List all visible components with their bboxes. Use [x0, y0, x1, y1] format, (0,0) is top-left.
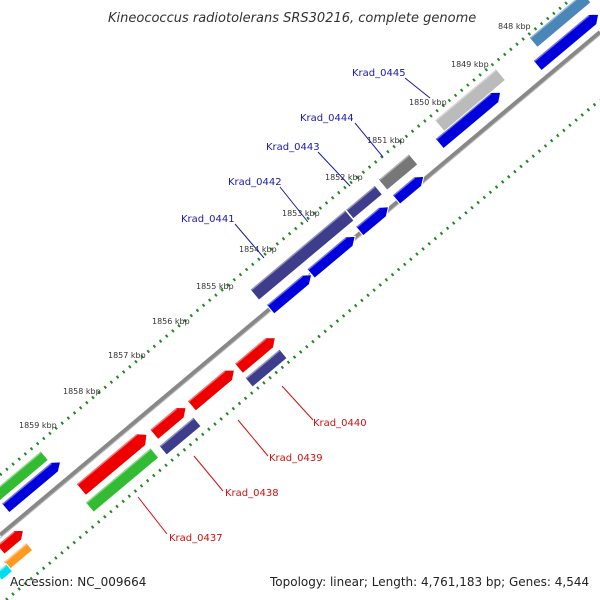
gene-krad-0439-highlight — [77, 433, 138, 485]
gene-krad-0445-highlight — [435, 92, 492, 140]
gene-krad-0442-highlight — [307, 236, 347, 270]
gene-krad-0442[interactable] — [306, 232, 359, 279]
gene-navy-long-highlight — [250, 210, 346, 291]
gene-left-orange-highlight — [4, 543, 27, 563]
gene-krad-0439[interactable] — [75, 429, 152, 497]
gene-grey[interactable] — [377, 153, 419, 191]
gene-features — [0, 0, 600, 582]
gene-navy-long[interactable] — [249, 209, 355, 301]
gene-left-blue-highlight — [2, 462, 52, 505]
gene-silver[interactable] — [433, 67, 507, 133]
gene-grey-highlight — [378, 154, 410, 181]
top-gene-labels: Krad_0445 Krad_0444 Krad_0443 Krad_0442 … — [181, 68, 431, 259]
gene-label-krad-0439[interactable]: Krad_0439 — [269, 453, 323, 464]
gene-left-green[interactable] — [0, 450, 50, 502]
gene-label-krad-0443[interactable]: Krad_0443 — [266, 142, 320, 153]
bottom-gene-labels: Krad_0440 Krad_0439 Krad_0438 Krad_0437 — [137, 385, 367, 544]
tick-label-1852: 1852 kbp — [325, 173, 363, 182]
gene-label-krad-0441[interactable]: Krad_0441 — [181, 214, 235, 225]
tick-label-1849: 1849 kbp — [451, 60, 489, 69]
gene-label-krad-0438[interactable]: Krad_0438 — [225, 488, 279, 499]
gene-krad-0441[interactable] — [265, 270, 315, 315]
gene-left-red-highlight — [0, 530, 15, 546]
tick-label-1858: 1858 kbp — [63, 387, 101, 396]
gene-red-2[interactable] — [186, 365, 238, 412]
gene-steel-highlight — [529, 0, 584, 39]
gene-red-1-highlight — [235, 337, 267, 365]
tick-label-1855: 1855 kbp — [196, 282, 234, 291]
gene-left-cyan-highlight — [0, 564, 7, 574]
outer-tick-ruler — [0, 0, 573, 477]
tick-label-848: 848 kbp — [498, 22, 531, 31]
genome-summary: Topology: linear; Length: 4,761,183 bp; … — [269, 575, 589, 589]
gene-krad-0444-highlight — [393, 176, 416, 196]
gene-krad-0437-highlight — [86, 448, 151, 504]
accession-label: Accession: NC_009664 — [10, 575, 146, 589]
gene-label-krad-0440[interactable]: Krad_0440 — [313, 418, 367, 429]
tick-label-1859: 1859 kbp — [19, 421, 57, 430]
gene-krad-0438[interactable] — [158, 416, 202, 456]
gene-krad-0446-highlight — [533, 14, 590, 62]
gene-krad-0438-highlight — [159, 417, 194, 447]
gene-left-blue[interactable] — [0, 457, 65, 514]
gene-silver-highlight — [435, 69, 497, 121]
gene-left-red[interactable] — [0, 526, 27, 555]
tick-label-1857: 1857 kbp — [108, 351, 146, 360]
gene-krad-0443[interactable] — [354, 202, 393, 237]
tick-label-1851: 1851 kbp — [367, 136, 405, 145]
gene-label-krad-0444[interactable]: Krad_0444 — [300, 113, 354, 124]
gene-krad-0443-highlight — [356, 207, 380, 228]
gene-steel[interactable] — [528, 0, 592, 49]
inner-tick-ruler — [3, 98, 600, 600]
gene-krad-0440[interactable] — [244, 348, 288, 388]
gene-red-3-highlight — [150, 407, 178, 431]
gene-red-1[interactable] — [233, 333, 279, 375]
gene-red-3[interactable] — [149, 403, 191, 441]
map-title: Kineococcus radiotolerans SRS30216, comp… — [108, 11, 476, 26]
gene-label-krad-0442[interactable]: Krad_0442 — [228, 177, 282, 188]
gene-krad-0440-highlight — [245, 349, 280, 379]
gene-krad-0437[interactable] — [84, 446, 160, 514]
gene-krad-0441-highlight — [267, 275, 303, 306]
tick-label-1850: 1850 kbp — [409, 98, 447, 107]
gene-red-2-highlight — [188, 370, 226, 402]
gene-left-green-highlight — [0, 451, 42, 493]
gene-krad-0443-navy[interactable] — [344, 184, 384, 220]
gene-label-krad-0437[interactable]: Krad_0437 — [169, 533, 223, 544]
gene-label-krad-0445[interactable]: Krad_0445 — [352, 68, 406, 79]
tick-label-1856: 1856 kbp — [152, 317, 190, 326]
gene-krad-0444[interactable] — [391, 172, 427, 205]
gene-left-cyan[interactable] — [0, 562, 14, 582]
gene-krad-0446[interactable] — [532, 9, 600, 72]
gene-krad-0443-navy-highlight — [346, 185, 376, 211]
tick-label-1854: 1854 kbp — [239, 245, 277, 254]
